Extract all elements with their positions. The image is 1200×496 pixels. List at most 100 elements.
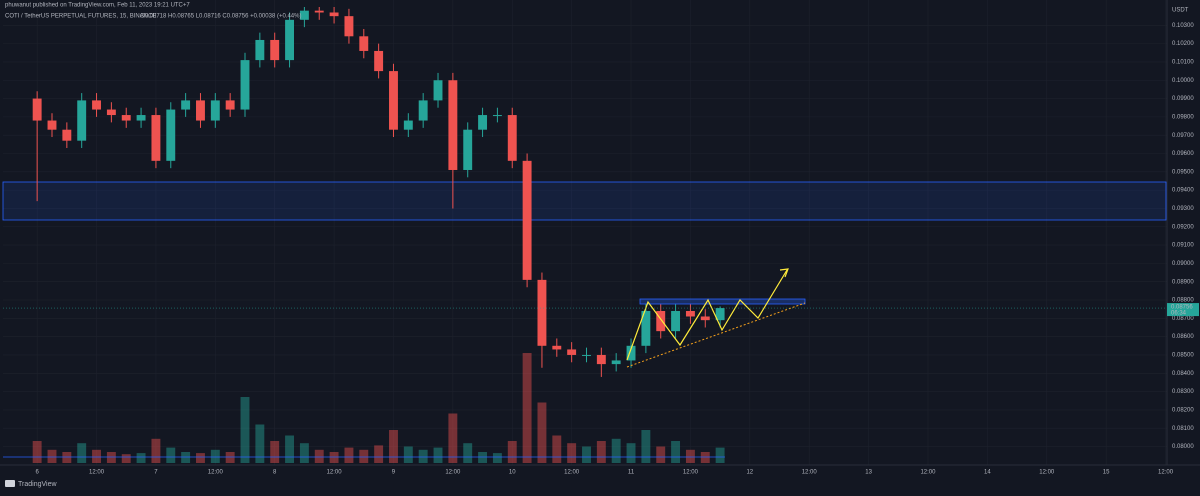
candle-body [151,115,161,161]
projection-arrow [779,268,789,278]
x-tick-label: 13 [865,470,872,476]
y-tick-label: 0.10100 [1172,60,1194,66]
candle-body [210,100,220,121]
volume-bar [210,449,220,463]
volume-bar [715,447,725,463]
candle-body [715,308,725,321]
published-text: phuwanut published on TradingView.com, F… [5,3,190,9]
brand: TradingView [18,481,57,488]
candle-body [359,36,369,51]
candle-body [537,279,547,346]
y-tick-label: 0.09200 [1172,224,1194,230]
candle-body [567,349,577,355]
candle-body [32,98,42,121]
y-tick-label: 0.08000 [1172,444,1194,450]
y-tick-label: 0.09600 [1172,151,1194,157]
volume-bar [299,443,309,463]
volume-bar [463,443,473,463]
candle-body [47,120,57,130]
candle-body [433,80,443,101]
volume-bar [537,402,547,463]
volume-layer [32,353,725,463]
x-tick-label: 12:00 [208,470,224,476]
y-tick-label: 0.09400 [1172,188,1194,194]
resistance-box [639,298,806,305]
candle-body [285,19,295,61]
symbol: COTI / TetherUS PERPETUAL FUTURES, 15, B… [5,14,156,20]
candle-body [314,10,324,13]
volume-bar [121,454,131,463]
price-tag [1167,303,1199,317]
x-tick-label: 10 [509,470,516,476]
candle-body [582,354,591,356]
candle-body [671,311,681,332]
candle-body [403,120,413,130]
ohlc-legend: O0.08718 H0.08765 L0.08716 C0.08756 +0.0… [140,14,301,20]
y-tick-label: 0.08800 [1172,298,1194,304]
volume-bar [389,430,398,463]
y-tick-label: 0.09700 [1172,133,1194,139]
candle-body [374,50,384,72]
y-tick-label: 0.09000 [1172,261,1194,267]
y-tick-label: 0.09300 [1172,206,1194,212]
candle-body [121,115,131,121]
x-tick-label: 7 [154,470,158,476]
volume-bar [106,452,116,463]
candle-body [448,80,458,170]
candle-body [492,115,502,117]
volume-bar [582,446,591,463]
volume-bar [136,453,146,463]
volume-bar [240,397,250,463]
candle-body [77,100,87,141]
volume-bar [671,441,681,463]
candle-body [641,311,651,346]
candle-body [596,354,606,365]
candle-body [611,360,621,365]
x-tick-label: 12:00 [802,470,818,476]
trend-line [626,302,806,368]
x-tick-label: 12:00 [1039,470,1055,476]
volume-bar [626,443,636,463]
candle-body [240,60,250,110]
price-tag-countdown: 06:34 [1171,311,1187,317]
volume-bar [285,435,295,463]
candle-body [344,16,354,37]
volume-bar [448,413,458,463]
x-tick-label: 12:00 [89,470,105,476]
y-tick-label: 0.09900 [1172,96,1194,102]
volume-bar [92,449,101,463]
volume-bar [62,452,72,463]
volume-bar [344,447,354,463]
volume-bar [567,443,577,463]
candle-body [552,345,562,350]
candle-body [92,100,101,110]
volume-bar [596,441,606,463]
y-tick-label: 0.09100 [1172,243,1194,249]
y-tick-label: 0.08700 [1172,316,1194,322]
y-tick-label: 0.08900 [1172,279,1194,285]
volume-bar [685,449,695,463]
volume-bar [522,353,532,463]
volume-bar [418,449,428,463]
volume-bar [478,452,488,463]
y-tick-label: 0.08100 [1172,426,1194,432]
candle-body [700,316,710,321]
candle-body [685,311,695,317]
support-zone [2,181,1167,221]
candle-body [106,109,116,116]
y-tick-label: 0.08400 [1172,371,1194,377]
volume-bar [656,446,666,463]
volume-bar [641,430,651,463]
y-tick-label: 0.08500 [1172,353,1194,359]
candle-body [196,100,205,121]
x-tick-label: 11 [628,470,635,476]
x-tick-label: 8 [273,470,277,476]
volume-bar [314,449,324,463]
y-tick-label: 0.08600 [1172,334,1194,340]
volume-bar [433,447,443,463]
volume-bar [225,452,235,463]
candle-body [166,109,176,161]
y-tick-label: 0.10300 [1172,23,1194,29]
